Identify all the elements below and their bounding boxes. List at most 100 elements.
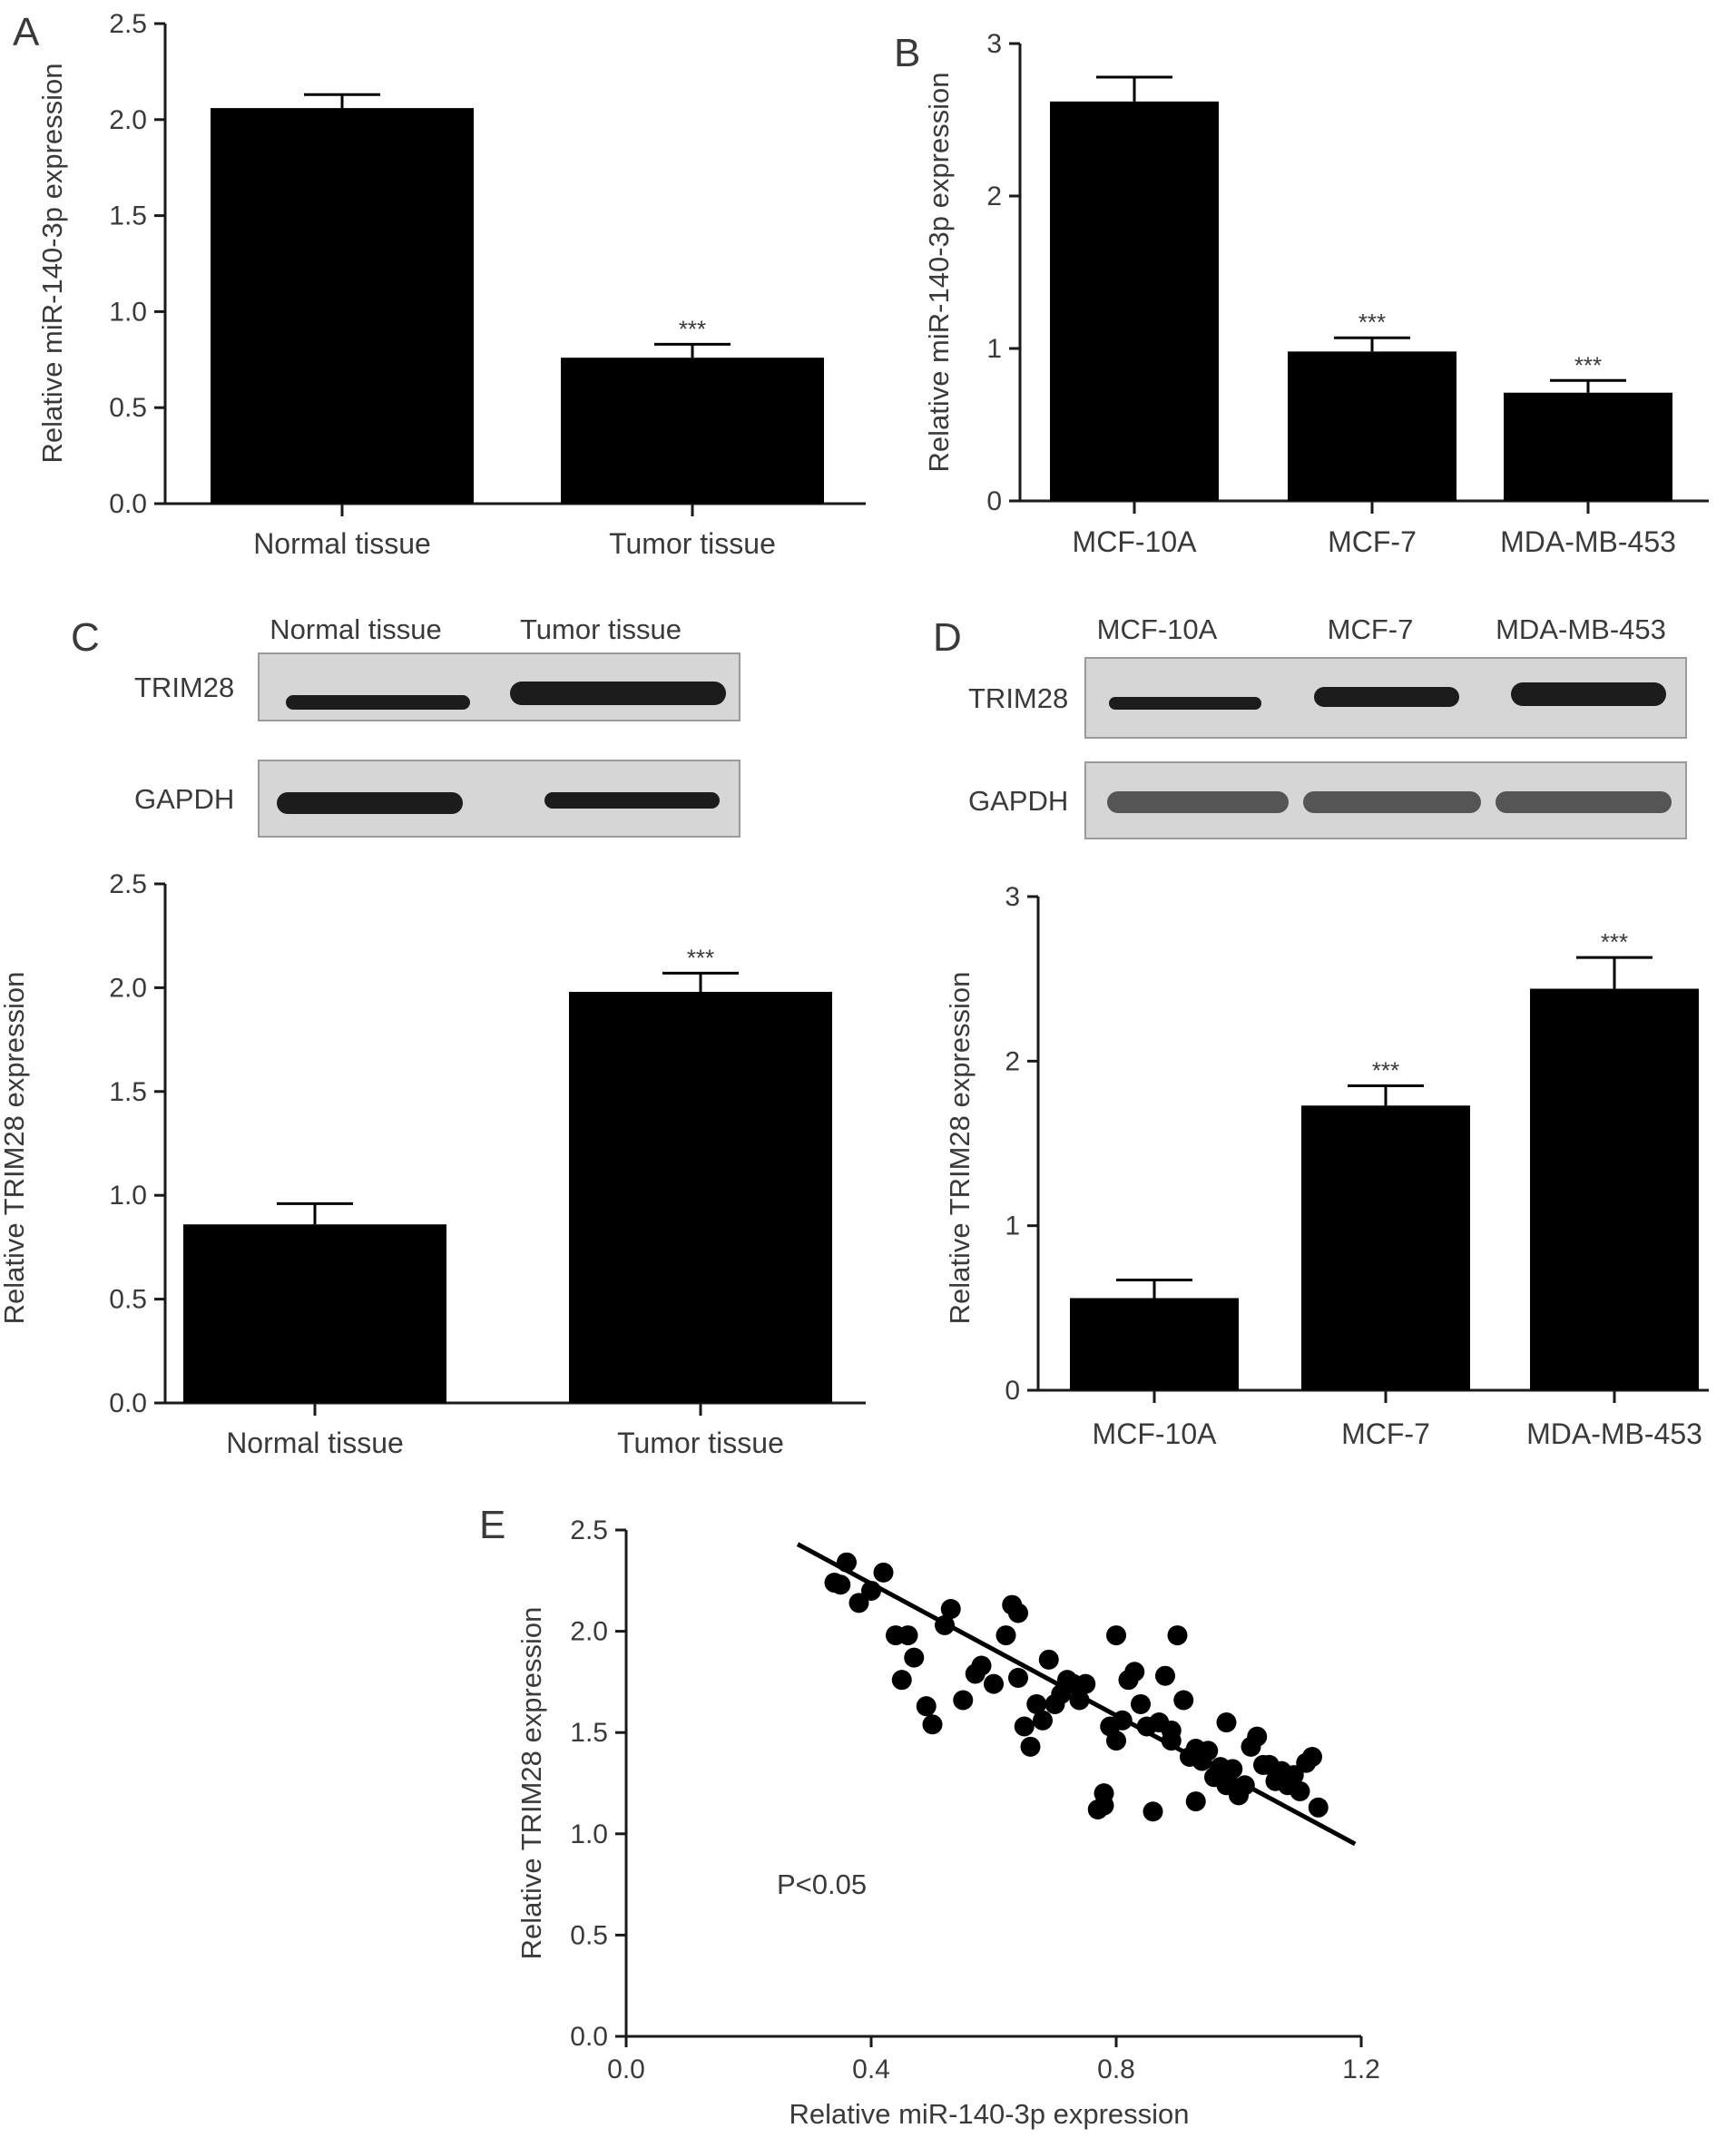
y-tick-label: 0.5 [109, 1285, 147, 1315]
y-tick-label: 0 [1005, 1376, 1020, 1406]
panel-b: B 0 1 2 3 Relative miR-140-3p expression MCF-1… [894, 29, 1709, 558]
blot-row-label: GAPDH [134, 783, 234, 815]
significance-mark: *** [679, 315, 706, 342]
blot-lane-label: Normal tissue [270, 613, 442, 645]
scatter-point [1106, 1625, 1126, 1646]
scatter-point [984, 1673, 1004, 1694]
panel-letter-c: C [71, 615, 100, 660]
blot-row-label: TRIM28 [134, 672, 234, 703]
x-tick-label: 1.2 [1342, 2055, 1380, 2084]
blot-band [544, 792, 720, 809]
scatter-point [1216, 1712, 1237, 1733]
blot-lane-label: MCF-7 [1328, 613, 1414, 645]
y-tick-label: 1.5 [570, 1718, 608, 1748]
scatter-point [1026, 1693, 1047, 1714]
blot-lane-label: MDA-MB-453 [1496, 613, 1666, 645]
western-blot-c: Normal tissue Tumor tissue TRIM28 GAPDH [134, 613, 740, 838]
panel-c: C 0.0 0.5 1.0 1.5 2.0 2.5 Relative TRIM28 expre… [0, 615, 866, 1459]
y-tick-label: 0 [986, 486, 1002, 516]
blot-band [1496, 791, 1672, 813]
x-tick-label: 0.4 [852, 2055, 890, 2084]
blot-band [1314, 687, 1459, 707]
blot-band [286, 695, 470, 710]
x-tick-label: 0.0 [607, 2055, 645, 2084]
scatter-point [1106, 1731, 1126, 1751]
y-tick-label: 1.5 [109, 1077, 147, 1107]
category-label: Tumor tissue [609, 527, 776, 560]
category-label: Normal tissue [226, 1427, 404, 1459]
y-axis-label: Relative TRIM28 expression [944, 972, 976, 1325]
y-tick-label: 1 [1005, 1211, 1020, 1241]
scatter-point [1173, 1690, 1194, 1711]
y-axis-label: Relative TRIM28 expression [515, 1607, 547, 1960]
scatter-point [1038, 1649, 1059, 1670]
y-tick-label: 2.5 [109, 869, 147, 899]
scatter-point [1008, 1667, 1028, 1688]
scatter-point [1155, 1665, 1175, 1686]
y-tick-label: 1.0 [109, 1181, 147, 1211]
regression-line [796, 1542, 1357, 1847]
scatter-point [1033, 1710, 1053, 1731]
scatter-point [1094, 1783, 1114, 1804]
y-tick-label: 2 [986, 181, 1002, 211]
category-label: MCF-7 [1328, 525, 1417, 558]
blot-band [1109, 697, 1261, 710]
scatter-point [1131, 1693, 1151, 1714]
y-tick-label: 1.0 [570, 1819, 608, 1849]
scatter-point [1014, 1716, 1035, 1737]
y-axis-label: Relative TRIM28 expression [0, 972, 30, 1325]
scatter-point [873, 1562, 894, 1583]
y-tick-label: 1.0 [109, 297, 147, 327]
y-tick-label: 3 [986, 29, 1002, 59]
y-tick-label: 2.5 [570, 1515, 608, 1545]
category-label: MCF-7 [1341, 1417, 1430, 1450]
category-label: MDA-MB-453 [1500, 525, 1676, 558]
significance-mark: *** [1372, 1057, 1399, 1084]
y-tick-label: 0.0 [570, 2022, 608, 2052]
scatter-point [1143, 1801, 1163, 1822]
scatter-point [1075, 1673, 1096, 1694]
y-tick-label: 2 [1005, 1046, 1020, 1076]
scatter-point [1308, 1797, 1329, 1818]
bar [1288, 351, 1456, 501]
blot-band [510, 682, 726, 705]
x-axis-label: Relative miR-140-3p expression [789, 2098, 1189, 2130]
panel-letter-a: A [13, 10, 40, 54]
scatter-point [1124, 1662, 1145, 1682]
bar [1530, 988, 1699, 1390]
significance-mark: *** [1601, 928, 1628, 956]
western-blot-d: MCF-10A MCF-7 MDA-MB-453 TRIM28 GAPDH [968, 613, 1687, 839]
scatter-point [1290, 1780, 1310, 1801]
category-label: MCF-10A [1093, 1417, 1218, 1450]
y-axis-label: Relative miR-140-3p expression [36, 63, 68, 463]
panel-letter-d: D [933, 615, 962, 660]
panel-letter-b: B [894, 31, 920, 75]
bar [561, 358, 824, 504]
y-tick-label: 1 [986, 334, 1002, 364]
y-axis-label: Relative miR-140-3p expression [923, 72, 955, 472]
scatter-point [1247, 1726, 1268, 1747]
panel-d: D 0 1 2 3 Relative TRIM28 expression MCF-10A **… [933, 615, 1709, 1450]
bar [1504, 392, 1672, 501]
scatter-point [1161, 1720, 1182, 1741]
bar [1070, 1298, 1239, 1390]
bar [569, 991, 832, 1403]
scatter-point [1020, 1736, 1041, 1757]
scatter-point [897, 1625, 918, 1646]
blot-lane-label: MCF-10A [1097, 613, 1218, 645]
scatter-point [891, 1670, 912, 1691]
scatter-point [953, 1690, 974, 1711]
significance-mark: *** [1574, 351, 1602, 378]
bar [1301, 1105, 1470, 1390]
category-label: Tumor tissue [617, 1427, 784, 1459]
blot-lane-label: Tumor tissue [520, 613, 682, 645]
bar [211, 108, 474, 504]
blot-band [277, 792, 463, 814]
blot-band [1107, 791, 1289, 813]
scatter-point [1008, 1603, 1028, 1623]
scatter-point [848, 1593, 869, 1613]
category-label: MCF-10A [1073, 525, 1198, 558]
panel-e: E 0.0 0.5 1.0 1.5 2.0 2.5 0.0 0.4 0.8 1.2 Relative … [479, 1503, 1380, 2130]
scatter-point [830, 1574, 851, 1595]
